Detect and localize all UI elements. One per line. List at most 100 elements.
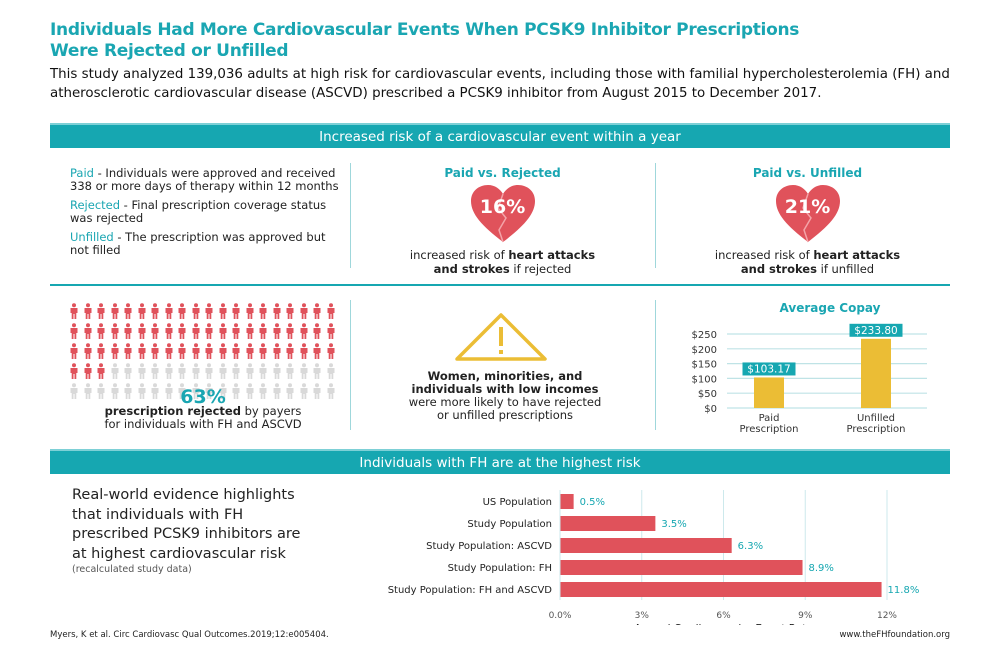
data-label: 0.5% <box>580 497 605 508</box>
person-icon <box>138 343 145 359</box>
warning-icon <box>453 312 549 366</box>
data-label: 8.9% <box>809 563 834 574</box>
person-icon <box>165 303 172 319</box>
person-icon <box>178 363 186 379</box>
person-icon <box>219 363 226 379</box>
x-category-label: Unfilled <box>857 413 895 424</box>
person-icon <box>286 323 294 339</box>
person-icon <box>232 383 240 399</box>
person-icon <box>313 303 321 319</box>
citation: Myers, K et al. Circ Cardiovasc Qual Out… <box>50 630 329 640</box>
person-icon <box>97 343 105 359</box>
person-icon <box>151 303 159 319</box>
data-label-bg <box>849 323 903 337</box>
person-icon <box>219 303 226 319</box>
title-line-1: Individuals Had More Cardiovascular Even… <box>50 20 800 40</box>
person-icon <box>178 303 186 319</box>
person-icon <box>286 363 294 379</box>
x-tick-label: 0.0% <box>549 611 572 621</box>
fh-risk-text: Real-world evidence highlights that indi… <box>72 486 312 576</box>
data-label: 3.5% <box>661 519 686 530</box>
person-icon <box>327 363 334 379</box>
person-icon <box>205 303 213 319</box>
person-icon <box>300 343 307 359</box>
person-icon <box>111 363 118 379</box>
person-icon <box>138 363 145 379</box>
divider <box>655 300 656 430</box>
comparison-paid-vs-unfilled: Paid vs. Unfilled 21% increased risk of … <box>665 166 950 276</box>
person-icon <box>138 323 145 339</box>
person-icon <box>111 343 118 359</box>
event-rate-bar <box>560 516 656 531</box>
risk-value: 16% <box>479 196 526 218</box>
person-icon <box>111 323 118 339</box>
person-icon <box>327 383 334 399</box>
pictogram-row <box>68 343 338 359</box>
comparison-caption: increased risk of heart attacks and strok… <box>714 248 901 276</box>
x-axis-title: Annual Cardiovascular Event Rate <box>634 623 813 625</box>
warning-text: Women, minorities, and individuals with l… <box>408 369 602 422</box>
y-category-label: US Population <box>483 497 552 508</box>
person-icon <box>111 383 118 399</box>
person-icon <box>70 343 78 359</box>
person-icon <box>70 363 78 379</box>
person-icon <box>273 383 280 399</box>
y-category-label: Study Population: FH and ASCVD <box>388 585 553 596</box>
person-icon <box>192 303 199 319</box>
x-tick-label: 9% <box>798 611 813 621</box>
person-icon <box>124 383 132 399</box>
y-tick-label: $100 <box>692 374 717 385</box>
broken-heart-icon: 21% <box>773 184 843 244</box>
person-icon <box>205 323 213 339</box>
person-icon <box>232 323 240 339</box>
event-rate-bar <box>560 582 882 597</box>
person-icon <box>178 383 186 399</box>
definition-unfilled: Unfilled - The prescription was approved… <box>70 230 326 257</box>
person-icon <box>84 303 91 319</box>
person-icon <box>259 343 267 359</box>
person-icon <box>300 363 307 379</box>
person-icon <box>70 323 78 339</box>
y-tick-label: $250 <box>692 330 717 341</box>
person-icon <box>327 323 334 339</box>
broken-heart-icon: 16% <box>468 184 538 244</box>
website-link[interactable]: www.theFHfoundation.org <box>839 630 950 640</box>
data-label: 6.3% <box>738 541 763 552</box>
data-label: $103.17 <box>747 363 790 375</box>
person-icon <box>165 363 172 379</box>
person-icon <box>286 383 294 399</box>
person-icon <box>273 303 280 319</box>
person-icon <box>300 303 307 319</box>
person-icon <box>192 383 199 399</box>
person-icon <box>219 343 226 359</box>
person-icon <box>246 343 253 359</box>
person-icon <box>97 303 105 319</box>
x-tick-label: 6% <box>716 611 731 621</box>
y-tick-label: $200 <box>692 345 717 356</box>
person-icon <box>151 363 159 379</box>
rejected-percent: 63% <box>180 386 226 408</box>
x-category-label: Prescription <box>847 424 906 435</box>
person-icon <box>327 343 334 359</box>
person-icon <box>259 323 267 339</box>
data-label: 11.8% <box>888 585 920 596</box>
divider <box>655 163 656 268</box>
person-icon <box>124 343 132 359</box>
person-icon <box>205 343 213 359</box>
title-line-2: Were Rejected or Unfilled <box>50 41 289 61</box>
person-icon <box>232 363 240 379</box>
person-icon <box>178 323 186 339</box>
person-icon <box>246 323 253 339</box>
person-icon <box>232 343 240 359</box>
person-icon <box>151 383 159 399</box>
definition-rejected: Rejected - Final prescription coverage s… <box>70 198 327 225</box>
person-icon <box>151 343 159 359</box>
person-icon <box>138 383 145 399</box>
definition-paid: Paid - Individuals were approved and rec… <box>70 166 339 193</box>
y-tick-label: $0 <box>704 404 717 415</box>
pictogram-row <box>68 383 338 399</box>
person-icon <box>286 303 294 319</box>
x-tick-label: 3% <box>635 611 650 621</box>
person-icon <box>273 363 280 379</box>
x-category-label: Prescription <box>740 424 799 435</box>
